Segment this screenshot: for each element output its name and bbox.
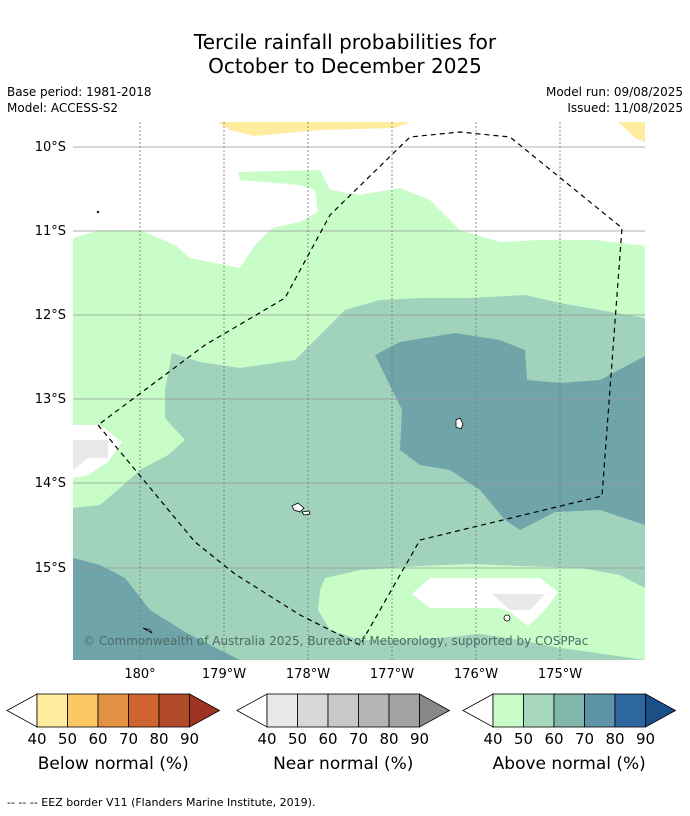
colorbar-category-label: Below normal (%) — [38, 754, 189, 774]
lat-label-12s: 12°S — [35, 308, 66, 323]
title-line-1: Tercile rainfall probabilities for — [193, 30, 497, 54]
colorbar-tick-label: 60 — [88, 730, 107, 748]
colorbar-segment — [128, 693, 160, 728]
colorbar-tick-label: 50 — [514, 730, 533, 748]
colorbar-tick-label: 50 — [288, 730, 307, 748]
map-figure: 10°S 11°S 12°S 13°S 14°S 15°S 180° 179°W… — [35, 122, 645, 682]
colorbar-extend-high — [419, 693, 451, 728]
colorbar-tick-label: 50 — [58, 730, 77, 748]
colorbar-segment — [297, 693, 329, 728]
colorbar-segment — [158, 693, 190, 728]
island-samoa-1 — [291, 502, 305, 513]
model-run: Model run: 09/08/2025 — [545, 85, 683, 99]
lon-label-176w: 176°W — [454, 667, 498, 682]
colorbar-tick-label: 40 — [483, 730, 502, 748]
colorbar-segment — [614, 693, 646, 728]
colorbar-segment — [492, 693, 524, 728]
islands — [96, 210, 511, 634]
colorbar-extend-low — [462, 693, 494, 728]
near-normal-patch-south — [492, 594, 545, 610]
eez-footnote: -- -- -- EEZ border V11 (Flanders Marine… — [7, 796, 316, 809]
colorbar-segment — [553, 693, 585, 728]
map-title: Tercile rainfall probabilities for Octob… — [0, 30, 690, 78]
issued-date: Issued: 11/08/2025 — [567, 101, 683, 115]
colorbar-tick-label: 90 — [410, 730, 429, 748]
colorbar-segment — [67, 693, 99, 728]
colorbar-tick-label: 70 — [119, 730, 138, 748]
colorbar-extend-low — [6, 693, 38, 728]
colorbar-segment — [584, 693, 616, 728]
colorbar-segment — [266, 693, 298, 728]
lon-label-177w: 177°W — [370, 667, 414, 682]
colorbar-1: 40 50 60 70 80 90 Near normal (%) — [236, 693, 451, 774]
colorbar-segment — [327, 693, 359, 728]
model-name: Model: ACCESS-S2 — [7, 101, 119, 115]
above-normal-60-southwest — [73, 558, 240, 660]
colorbar-tick-label: 80 — [605, 730, 624, 748]
title-line-2: October to December 2025 — [208, 54, 482, 78]
colorbar-2: 40 50 60 70 80 90 Above normal (%) — [462, 693, 677, 774]
base-period: Base period: 1981-2018 — [7, 85, 152, 99]
latitude-gridlines — [73, 146, 645, 569]
meta-right: Model run: 09/08/2025 Issued: 11/08/2025 — [546, 84, 683, 116]
lon-label-180: 180° — [124, 667, 155, 682]
colorbar-tick-label: 90 — [636, 730, 655, 748]
island-north-islet — [96, 210, 100, 214]
island-southwest — [142, 627, 153, 634]
lon-label-175w: 175°W — [538, 667, 582, 682]
colorbar-tick-label: 60 — [544, 730, 563, 748]
colorbar-extend-low — [236, 693, 268, 728]
colorbar-segment — [523, 693, 555, 728]
colorbar-tick-label: 70 — [575, 730, 594, 748]
colorbar-category-label: Above normal (%) — [493, 754, 646, 774]
colorbar-extend-high — [645, 693, 677, 728]
colorbar-segment — [358, 693, 390, 728]
colorbar-0: 40 50 60 70 80 90 Below normal (%) — [6, 693, 221, 774]
near-normal-patch-west — [73, 440, 108, 470]
low-probability-hole — [412, 578, 558, 626]
below-normal-patch-top — [218, 122, 410, 136]
colorbar-tick-label: 40 — [27, 730, 46, 748]
copyright-notice: © Commonwealth of Australia 2025, Bureau… — [83, 634, 588, 648]
lat-label-14s: 14°S — [35, 476, 66, 491]
colorbar-tick-label: 80 — [149, 730, 168, 748]
lat-label-11s: 11°S — [35, 224, 66, 239]
colorbar-tick-label: 80 — [379, 730, 398, 748]
colorbar-extend-high — [189, 693, 221, 728]
colorbar-segment — [388, 693, 420, 728]
eez-border — [97, 131, 623, 646]
colorbar-segment — [36, 693, 68, 728]
lat-label-13s: 13°S — [35, 392, 66, 407]
lon-label-178w: 178°W — [286, 667, 330, 682]
island-samoa-2 — [301, 510, 311, 516]
probability-field — [73, 122, 645, 660]
below-normal-patch-topright — [618, 122, 645, 142]
colorbar-legends: 40 50 60 70 80 90 Below normal (%) 40 50 60 70 80 90… — [6, 693, 677, 774]
lon-label-179w: 179°W — [202, 667, 246, 682]
above-normal-60-east — [375, 333, 645, 530]
above-normal-40-south-patch — [318, 564, 645, 660]
lat-label-15s: 15°S — [35, 561, 66, 576]
lat-label-10s: 10°S — [35, 140, 66, 155]
colorbar-segment — [97, 693, 129, 728]
longitude-gridlines — [139, 122, 561, 660]
meta-left: Base period: 1981-2018 Model: ACCESS-S2 — [7, 84, 152, 116]
colorbar-category-label: Near normal (%) — [273, 754, 413, 774]
colorbar-tick-label: 40 — [257, 730, 276, 748]
island-east — [455, 417, 464, 430]
colorbar-tick-label: 90 — [180, 730, 199, 748]
island-south — [503, 614, 511, 622]
colorbar-tick-label: 70 — [349, 730, 368, 748]
colorbar-tick-label: 60 — [318, 730, 337, 748]
